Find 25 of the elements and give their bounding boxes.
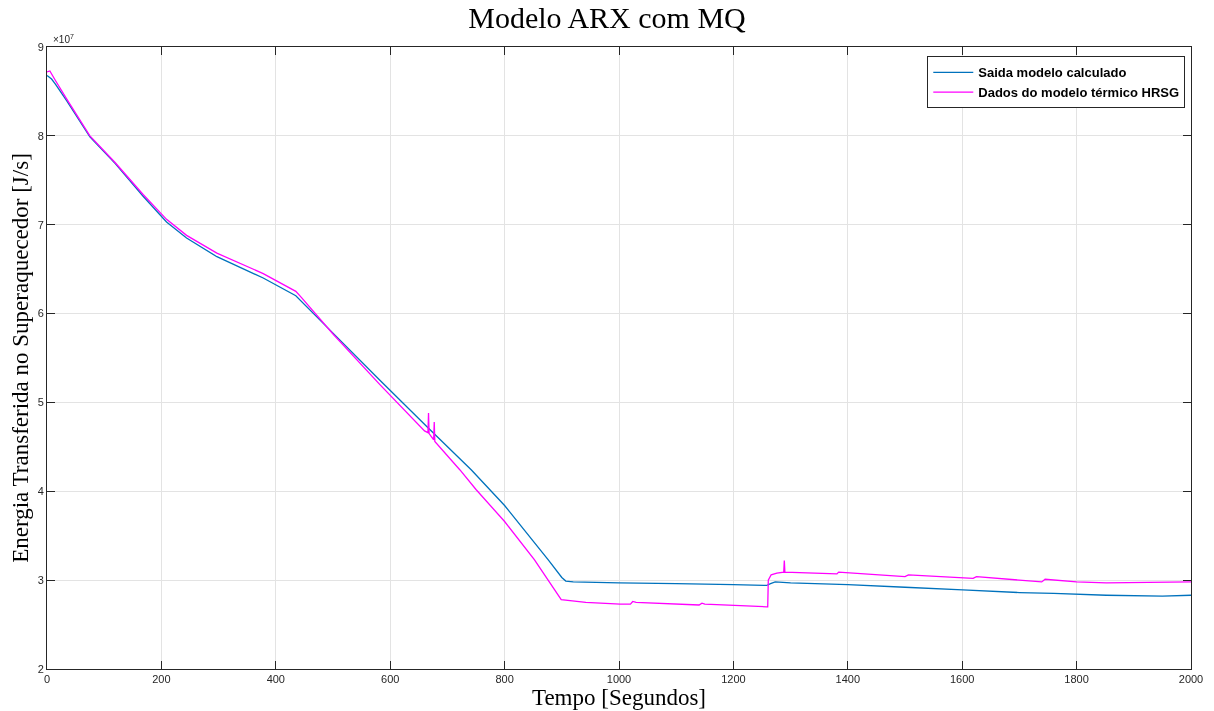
x-tick-label: 400 (266, 673, 285, 686)
x-tick-label: 0 (43, 673, 51, 686)
x-tick-label: 800 (495, 673, 514, 686)
y-tick-label: 9 (37, 40, 44, 53)
text: ×10$^{7}$ (53, 33, 74, 46)
y-tick-label: 8 (37, 129, 44, 142)
y-tick-label: 6 (37, 307, 44, 320)
y-tick-label: 2 (37, 662, 44, 675)
y-tick-label: 4 (37, 485, 44, 498)
chart-title: Modelo ARX com MQ (468, 1, 747, 35)
x-tick-label: 2000 (1178, 673, 1204, 686)
x-tick-label: 600 (381, 673, 400, 686)
x-tick-label: 1800 (1064, 673, 1089, 686)
y-tick-label: 5 (37, 396, 44, 409)
x-tick-label: 1000 (606, 673, 632, 686)
x-tick-label: 1600 (949, 673, 975, 686)
legend-label: Saida modelo calculado (978, 65, 1127, 81)
x-axis-title: Tempo [Segundos] (531, 685, 707, 711)
x-tick-label: 1400 (835, 673, 861, 686)
x-tick-label: 200 (152, 673, 171, 686)
x-tick-label: 1200 (721, 673, 746, 686)
y-axis-title: Energia Transferida no Superaquecedor [J/s] (8, 153, 34, 563)
y-tick-label: 7 (37, 218, 44, 231)
y-tick-label: 3 (37, 573, 44, 586)
legend-label: Dados do modelo térmico HRSG (978, 85, 1180, 101)
